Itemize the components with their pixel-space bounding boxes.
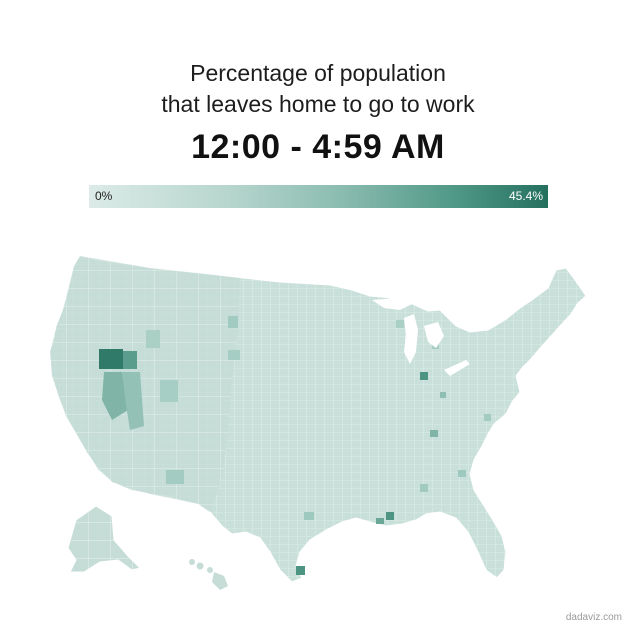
title-line-2: that leaves home to go to work	[161, 91, 475, 117]
hawaii-shape	[189, 559, 228, 590]
lake-huron	[424, 322, 444, 348]
dark-county-indiana	[420, 372, 428, 380]
chart-title: Percentage of population that leaves hom…	[0, 58, 636, 120]
lake-erie	[444, 360, 470, 376]
dark-county-louisiana-a	[386, 512, 394, 520]
medium-county-alabama	[420, 484, 428, 492]
western-region-shading	[50, 256, 240, 512]
source-credit: dadaviz.com	[565, 612, 622, 623]
dark-county-ohio	[440, 392, 446, 398]
time-range-heading: 12:00 - 4:59 AM	[191, 128, 445, 166]
alaska-shape	[67, 505, 141, 573]
medium-county-colorado	[228, 350, 240, 360]
lake-superior	[372, 298, 412, 310]
medium-county-georgia	[458, 470, 466, 477]
dark-county-louisiana-b	[376, 518, 384, 524]
legend-max-label: 45.4%	[508, 189, 543, 203]
legend-min-label: 0%	[95, 189, 113, 203]
dark-county-oregon-nevada	[99, 349, 123, 369]
medium-county-wisconsin	[396, 320, 404, 328]
medium-county-nevada-c	[122, 372, 144, 430]
medium-county-virginia	[484, 414, 491, 421]
dark-county-nevada-a	[123, 351, 137, 369]
medium-county-montana	[228, 316, 238, 328]
lake-michigan	[404, 314, 418, 364]
color-scale-legend: 0% 45.4%	[89, 185, 548, 208]
dark-county-nevada-b	[102, 372, 128, 420]
medium-county-arizona	[166, 470, 184, 484]
medium-county-idaho	[146, 330, 160, 348]
dark-county-texas-coast	[296, 566, 305, 575]
title-line-1: Percentage of population	[190, 60, 446, 86]
medium-county-texas	[304, 512, 314, 520]
medium-county-utah	[160, 380, 178, 402]
dark-county-kentucky	[430, 430, 438, 437]
